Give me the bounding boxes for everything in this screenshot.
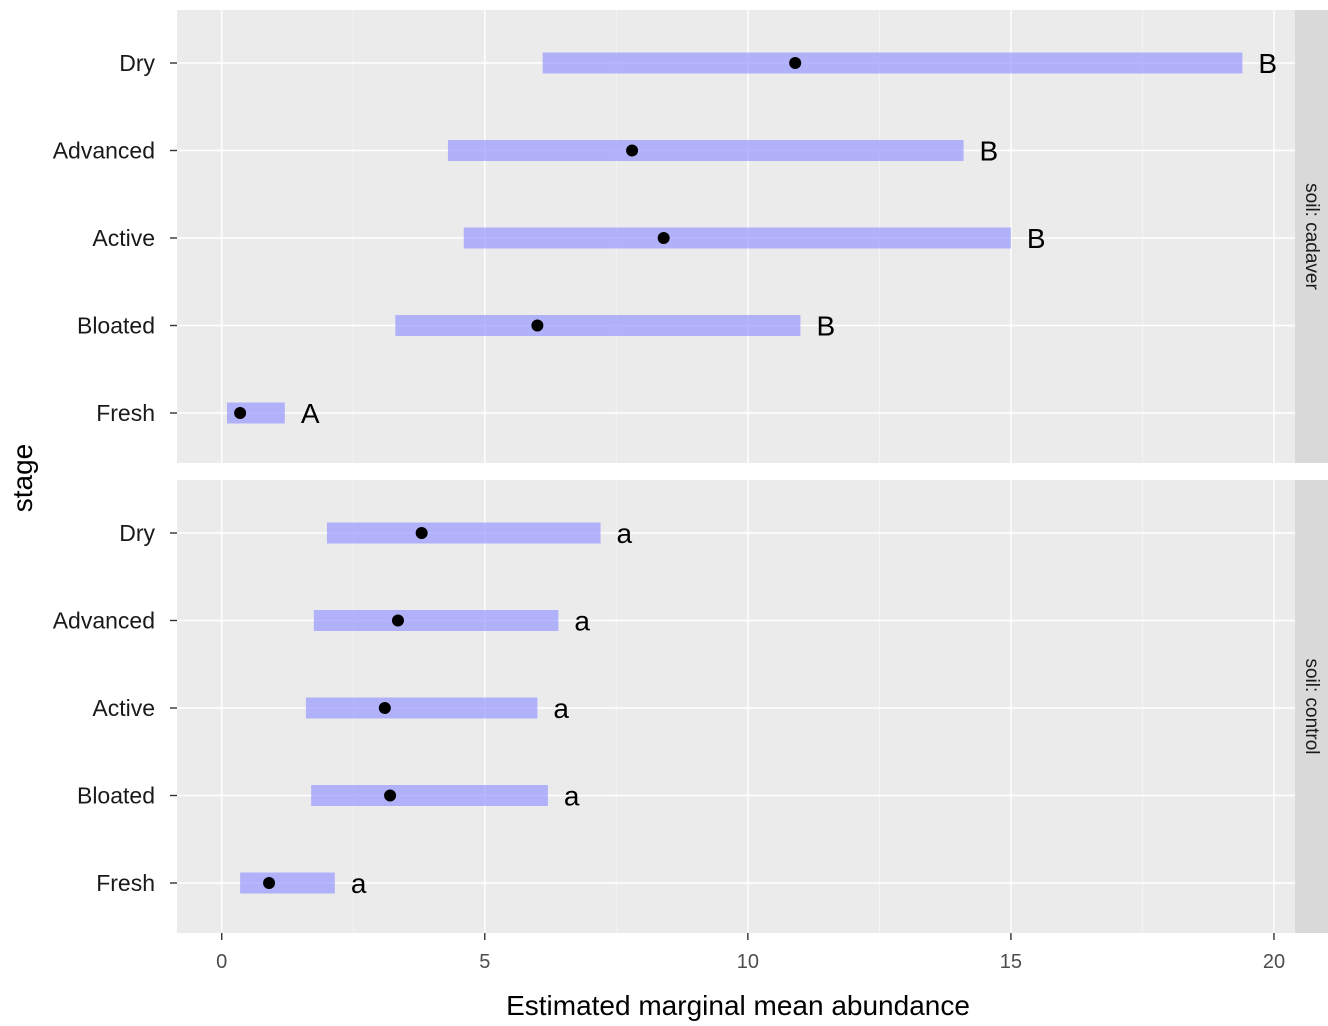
x-tick-label: 5 [479,951,490,973]
confidence-interval-bar [313,610,559,631]
y-tick-label: Fresh [96,400,155,426]
y-tick-label: Dry [119,520,155,546]
facet-strip [1295,480,1328,933]
facet-strip-label: soil: control [1301,658,1322,754]
mean-point [789,57,802,69]
mean-point [626,144,639,157]
group-letter-label: B [816,311,835,342]
x-tick-label: 10 [737,951,759,973]
group-letter-label: B [1258,48,1277,79]
y-tick-label: Active [92,695,155,721]
mean-point [263,877,276,889]
y-tick-label: Bloated [77,783,155,809]
facet-panel: Fresh Bloated Active Advanced Dry soil: cadav… [53,10,1328,463]
group-letter-label: a [553,693,569,724]
x-tick-label: 15 [1000,951,1022,973]
confidence-interval-bar [311,785,548,806]
confidence-interval-bar [326,522,601,544]
y-axis-title: stage [7,444,38,513]
mean-point [384,789,397,802]
group-letter-label: B [1027,223,1046,254]
group-letter-label: A [301,398,320,429]
confidence-interval-bar [463,227,1011,249]
group-letter-label: a [574,606,590,637]
confidence-interval-bar [305,697,538,719]
group-letter-label: a [564,781,580,812]
y-tick-label: Fresh [96,870,155,896]
mean-point [657,232,670,244]
facet-strip [1295,10,1328,463]
x-tick-label: 0 [216,951,227,973]
mean-point [234,407,247,419]
group-letter-label: B [980,136,999,167]
mean-point [531,319,544,332]
y-tick-label: Advanced [53,608,155,634]
x-axis-title: Estimated marginal mean abundance [506,990,970,1021]
y-tick-label: Advanced [53,138,155,164]
group-letter-label: a [617,518,633,549]
y-tick-label: Bloated [77,313,155,339]
confidence-interval-bar [395,315,801,336]
mean-point [415,527,428,539]
y-tick-label: Active [92,225,155,251]
facet-strip-label: soil: cadaver [1301,183,1322,290]
x-tick-label: 20 [1263,951,1285,973]
mean-point [391,614,404,627]
mean-point [378,702,391,714]
y-tick-label: Dry [119,50,155,76]
confidence-interval-bar [240,872,335,894]
confidence-interval-bar [542,52,1243,74]
facet-panel: Fresh Bloated Active Advanced Dry soil: contr… [53,480,1328,933]
confidence-interval-bar [447,140,964,161]
group-letter-label: a [351,868,367,899]
